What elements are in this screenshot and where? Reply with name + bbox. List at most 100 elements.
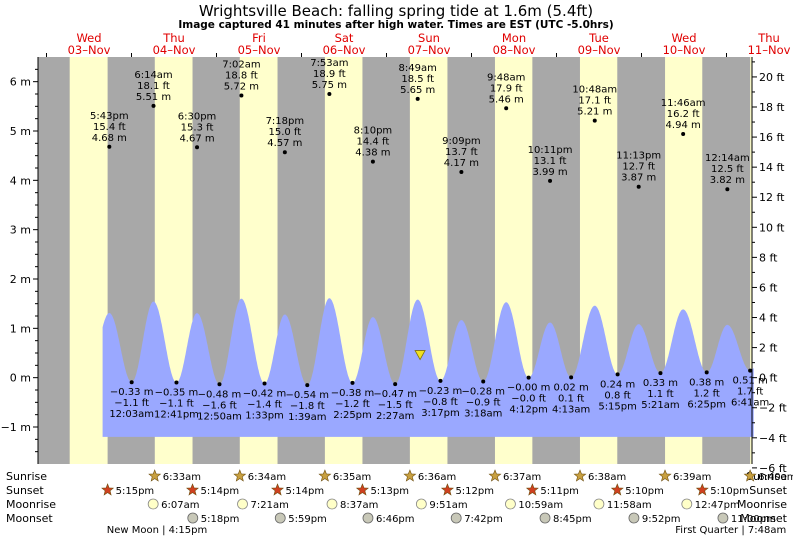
moonset-icon bbox=[717, 512, 729, 524]
low-tide-dot bbox=[217, 382, 222, 387]
low-tide-ft: 1.1 ft bbox=[647, 389, 673, 400]
moonset-icon bbox=[187, 512, 199, 524]
low-tide-dot bbox=[174, 380, 179, 385]
low-tide-dot bbox=[704, 370, 709, 375]
sunrise-time: 6:38am bbox=[588, 472, 626, 483]
low-tide-dot bbox=[305, 383, 310, 388]
day-name-label: Wed bbox=[671, 31, 696, 45]
sunrise-time: 6:33am bbox=[163, 472, 201, 483]
chart-axes: −1 m 0 m 1 m 2 m 3 m 4 m 5 m 6 m −6 ft −4 ft −2 ft… bbox=[1, 57, 787, 475]
low-tide-ft: −1.5 ft bbox=[378, 400, 413, 411]
high-tide-time: 7:02am bbox=[222, 59, 260, 70]
high-tide-time: 8:10pm bbox=[354, 126, 393, 137]
sunset-icon bbox=[355, 483, 369, 496]
low-tide-ft: 0.8 ft bbox=[604, 390, 630, 401]
sunrise-icon bbox=[318, 469, 332, 482]
moonrise-time: 11:58am bbox=[607, 500, 652, 511]
high-tide-dot bbox=[107, 144, 112, 149]
low-tide-ft: −0.0 ft bbox=[511, 394, 546, 405]
low-tide-m: −0.23 m bbox=[419, 386, 463, 397]
day-name-label: Thu bbox=[757, 31, 780, 45]
low-tide-ft: −1.2 ft bbox=[335, 399, 370, 410]
sunrise-icon bbox=[403, 469, 417, 482]
high-tide-m: 4.57 m bbox=[267, 138, 302, 149]
moonset-time: 9:52pm bbox=[642, 514, 681, 525]
high-tide-m: 3.87 m bbox=[621, 173, 656, 184]
left-tick-label: 4 m bbox=[10, 174, 31, 187]
high-tide-dot bbox=[459, 169, 464, 174]
moonrise-icon bbox=[326, 498, 338, 510]
high-tide-dot bbox=[370, 159, 375, 164]
high-tide-ft: 14.4 ft bbox=[357, 137, 390, 148]
moonset-time: 6:46pm bbox=[376, 514, 415, 525]
right-tick-label: −2 ft bbox=[759, 402, 787, 415]
low-tide-time: 4:13am bbox=[552, 404, 590, 415]
low-tide-ft: −1.1 ft bbox=[159, 399, 194, 410]
left-tick-label: 6 m bbox=[10, 76, 31, 89]
high-tide-ft: 18.1 ft bbox=[137, 81, 170, 92]
right-tick-label: 20 ft bbox=[759, 71, 785, 84]
sunrise-icon bbox=[233, 469, 247, 482]
high-tide-time: 11:13pm bbox=[616, 151, 661, 162]
high-tide-m: 5.72 m bbox=[224, 81, 259, 92]
astro-row-label-right: Sunrise bbox=[746, 470, 787, 483]
sunset-time: 5:12pm bbox=[455, 486, 494, 497]
sunset-time: 5:10pm bbox=[710, 486, 749, 497]
right-tick-label: 14 ft bbox=[759, 161, 785, 174]
astro-row-label-left: Sunset bbox=[6, 484, 44, 497]
low-tide-m: −0.47 m bbox=[373, 389, 417, 400]
low-tide-m: −0.35 m bbox=[155, 388, 199, 399]
moonrise-icon bbox=[505, 498, 516, 510]
moonset-icon bbox=[450, 512, 462, 524]
day-name-label: Thu bbox=[162, 31, 185, 45]
moonrise-time: 10:59am bbox=[518, 500, 563, 511]
low-tide-time: 12:03am bbox=[109, 409, 154, 420]
low-tide-time: 6:41am bbox=[731, 398, 769, 409]
low-tide-time: 2:27am bbox=[376, 411, 414, 422]
low-tide-ft: 1.2 ft bbox=[694, 388, 720, 399]
sunrise-icon bbox=[573, 469, 587, 482]
astro-row-label-left: Moonset bbox=[6, 512, 53, 525]
high-tide-dot bbox=[195, 145, 200, 150]
current-tide-marker bbox=[414, 350, 426, 361]
moon-phase-label: New Moon | 4:15pm bbox=[107, 525, 207, 536]
left-tick-label: −1 m bbox=[1, 421, 31, 434]
sunset-icon bbox=[186, 483, 199, 496]
astro-row-label-left: Sunrise bbox=[6, 470, 47, 483]
moonrise-icon bbox=[593, 498, 605, 510]
low-tide-dot bbox=[262, 381, 267, 386]
low-tide-ft: −1.4 ft bbox=[247, 399, 282, 410]
low-tide-time: 12:50am bbox=[197, 411, 242, 422]
tide-curve-area bbox=[102, 298, 754, 437]
low-tide-m: −0.38 m bbox=[331, 388, 375, 399]
sunrise-time: 6:36am bbox=[418, 472, 456, 483]
low-tide-m: 0.24 m bbox=[600, 379, 635, 390]
chart-title: Wrightsville Beach: falling spring tide … bbox=[199, 2, 593, 20]
astro-row-label-right: Moonrise bbox=[737, 498, 787, 511]
sunset-icon bbox=[610, 483, 624, 496]
moonset-icon bbox=[539, 512, 551, 524]
moonset-time: 5:59pm bbox=[288, 514, 327, 525]
high-tide-m: 5.65 m bbox=[400, 85, 435, 96]
high-tide-time: 6:30pm bbox=[178, 111, 217, 122]
sunrise-icon bbox=[658, 469, 672, 482]
sunrise-icon bbox=[743, 469, 757, 482]
sunrise-time: 6:35am bbox=[333, 472, 371, 483]
right-tick-label: 6 ft bbox=[759, 281, 778, 294]
day-name-label: Wed bbox=[76, 31, 101, 45]
low-tide-ft: 1.7 ft bbox=[737, 387, 763, 398]
sunrise-icon bbox=[148, 469, 162, 482]
day-date-label: 07–Nov bbox=[408, 43, 451, 57]
day-date-label: 05–Nov bbox=[238, 43, 281, 57]
moonset-icon bbox=[274, 512, 286, 524]
high-tide-m: 5.46 m bbox=[489, 94, 524, 105]
high-tide-ft: 15.4 ft bbox=[93, 122, 126, 133]
current-level-triangle bbox=[414, 350, 426, 361]
right-tick-label: 4 ft bbox=[759, 312, 778, 325]
low-tide-dot bbox=[526, 375, 531, 380]
high-tide-m: 3.82 m bbox=[710, 175, 745, 186]
moonrise-time: 8:37am bbox=[340, 500, 378, 511]
low-tide-time: 5:15pm bbox=[598, 401, 637, 412]
sunset-time: 5:14pm bbox=[201, 486, 240, 497]
